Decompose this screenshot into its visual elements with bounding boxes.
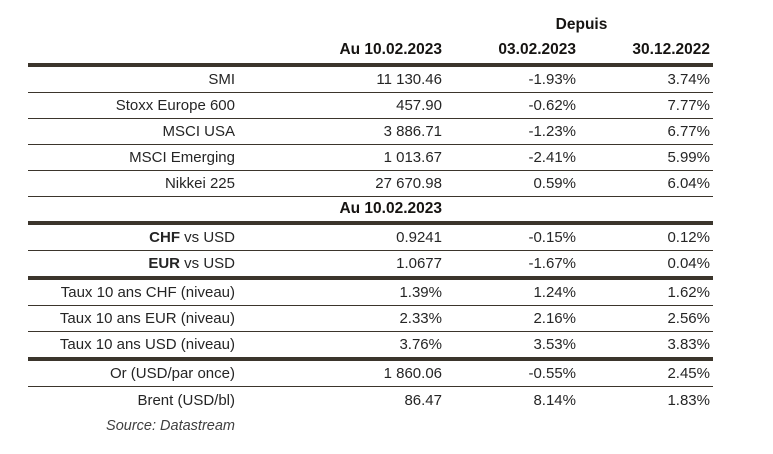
value-since-week: 8.14% xyxy=(533,391,576,409)
value-current: 11 130.46 xyxy=(376,71,442,88)
row-label: Taux 10 ans USD (niveau) xyxy=(59,336,235,353)
value-since-year: 0.04% xyxy=(667,255,710,272)
value-current: 1 013.67 xyxy=(383,149,442,166)
row-label: Brent (USD/bl) xyxy=(137,391,235,409)
value-since-week: -2.41% xyxy=(528,149,576,166)
value-since-year: 3.83% xyxy=(667,336,710,353)
value-since-year: 7.77% xyxy=(667,97,710,114)
row-chf-vs-usd: CHF vs USD 0.9241 -0.15% 0.12% xyxy=(28,225,713,251)
row-label: Stoxx Europe 600 xyxy=(115,97,235,114)
value-since-year: 2.45% xyxy=(667,365,710,382)
market-table: Depuis Au 10.02.2023 03.02.2023 30.12.20… xyxy=(28,14,713,439)
value-since-year: 1.62% xyxy=(667,284,710,301)
value-since-week: -0.55% xyxy=(528,365,576,382)
table-header-depuis-row: Depuis xyxy=(28,14,713,36)
value-since-year: 6.77% xyxy=(667,123,710,140)
row-label: EUR vs USD xyxy=(148,255,235,272)
value-since-week: -0.62% xyxy=(528,97,576,114)
value-since-week: 2.16% xyxy=(533,310,576,327)
value-since-year: 2.56% xyxy=(667,310,710,327)
row-label: Taux 10 ans EUR (niveau) xyxy=(59,310,235,327)
source-note: Source: Datastream xyxy=(106,418,235,434)
value-since-week: -1.67% xyxy=(528,255,576,272)
row-label: Or (USD/par once) xyxy=(109,365,235,382)
row-eur-vs-usd: EUR vs USD 1.0677 -1.67% 0.04% xyxy=(28,251,713,280)
row-taux-10-ans-chf: Taux 10 ans CHF (niveau) 1.39% 1.24% 1.6… xyxy=(28,280,713,306)
row-msci-usa: MSCI USA 3 886.71 -1.23% 6.77% xyxy=(28,119,713,145)
row-brent: Brent (USD/bl) 86.47 8.14% 1.83% xyxy=(28,387,713,413)
source-row: Source: Datastream xyxy=(28,413,713,439)
row-msci-emerging: MSCI Emerging 1 013.67 -2.41% 5.99% xyxy=(28,145,713,171)
row-label: CHF vs USD xyxy=(149,229,235,246)
value-since-week: 0.59% xyxy=(533,175,576,192)
value-since-week: -1.23% xyxy=(528,123,576,140)
value-current: 1 860.06 xyxy=(383,365,442,382)
column-header-since-year: 30.12.2022 xyxy=(632,40,710,58)
value-current: 1.0677 xyxy=(396,255,442,272)
value-since-year: 6.04% xyxy=(667,175,710,192)
row-taux-10-ans-eur: Taux 10 ans EUR (niveau) 2.33% 2.16% 2.5… xyxy=(28,306,713,332)
row-label: MSCI Emerging xyxy=(129,149,235,166)
value-current: 27 670.98 xyxy=(375,175,442,192)
section-header-fx: Au 10.02.2023 xyxy=(28,197,713,225)
value-since-week: -1.93% xyxy=(528,71,576,88)
value-since-year: 5.99% xyxy=(667,149,710,166)
value-current: 86.47 xyxy=(404,391,442,409)
value-since-week: -0.15% xyxy=(528,229,576,246)
row-label: SMI xyxy=(208,71,235,88)
value-since-year: 3.74% xyxy=(667,71,710,88)
section-header-current-date: Au 10.02.2023 xyxy=(339,200,442,217)
value-current: 0.9241 xyxy=(396,229,442,246)
row-label: Taux 10 ans CHF (niveau) xyxy=(60,284,235,301)
value-current: 3.76% xyxy=(399,336,442,353)
value-current: 457.90 xyxy=(396,97,442,114)
row-nikkei-225: Nikkei 225 27 670.98 0.59% 6.04% xyxy=(28,171,713,197)
row-smi: SMI 11 130.46 -1.93% 3.74% xyxy=(28,67,713,93)
value-current: 3 886.71 xyxy=(383,123,442,140)
row-label: Nikkei 225 xyxy=(164,175,235,192)
value-since-week: 1.24% xyxy=(533,284,576,301)
row-label: MSCI USA xyxy=(162,123,235,140)
row-stoxx-europe-600: Stoxx Europe 600 457.90 -0.62% 7.77% xyxy=(28,93,713,119)
value-since-year: 1.83% xyxy=(667,391,710,409)
header-depuis-label: Depuis xyxy=(555,16,608,33)
column-header-since-week: 03.02.2023 xyxy=(498,40,576,58)
table-column-headers: Au 10.02.2023 03.02.2023 30.12.2022 xyxy=(28,36,713,67)
row-or-once: Or (USD/par once) 1 860.06 -0.55% 2.45% xyxy=(28,361,713,387)
value-since-year: 0.12% xyxy=(667,229,710,246)
column-header-current-date: Au 10.02.2023 xyxy=(339,40,442,58)
value-since-week: 3.53% xyxy=(533,336,576,353)
value-current: 2.33% xyxy=(399,310,442,327)
value-current: 1.39% xyxy=(399,284,442,301)
row-taux-10-ans-usd: Taux 10 ans USD (niveau) 3.76% 3.53% 3.8… xyxy=(28,332,713,361)
